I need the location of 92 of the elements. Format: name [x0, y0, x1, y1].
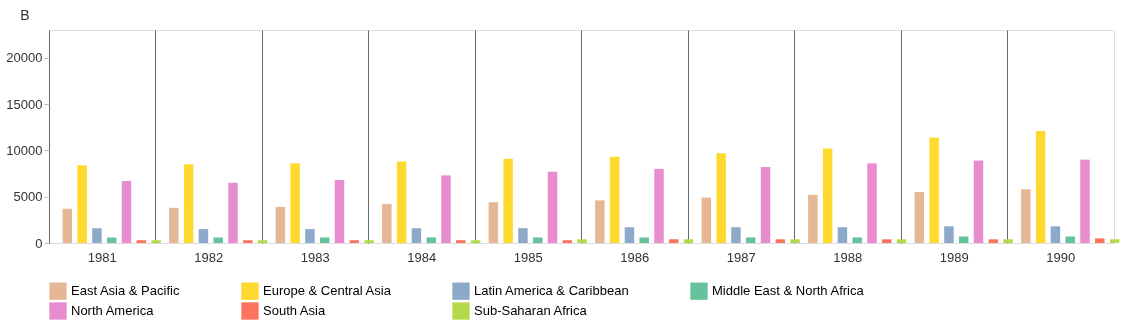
bar — [334, 180, 345, 243]
x-tick-label: 1983 — [300, 249, 330, 265]
bar — [973, 160, 984, 243]
bar — [518, 228, 528, 243]
bar — [77, 165, 87, 243]
bar — [470, 240, 481, 243]
bar — [1080, 159, 1090, 243]
bar — [547, 171, 558, 243]
bar — [745, 237, 756, 243]
bar — [275, 206, 286, 243]
bar — [136, 240, 147, 243]
bar — [562, 240, 573, 243]
y-tick-label: 0 — [35, 235, 43, 251]
y-tick-label: 5000 — [13, 189, 43, 205]
legend-label: Europe & Central Asia — [263, 283, 392, 299]
bar — [822, 148, 833, 243]
x-tick-label: 1987 — [726, 249, 756, 265]
bar — [1065, 236, 1075, 243]
bar — [243, 240, 253, 243]
y-axis-title: B — [20, 6, 30, 23]
bar — [760, 167, 771, 243]
bar — [290, 163, 300, 243]
legend-label: Latin America & Caribbean — [474, 283, 629, 299]
bar — [364, 240, 374, 243]
bar — [228, 182, 238, 243]
bar — [716, 153, 726, 243]
legend-label: Middle East & North Africa — [712, 283, 865, 299]
bar — [929, 137, 939, 243]
x-tick-label: 1984 — [407, 249, 437, 265]
bar — [426, 237, 436, 243]
bar — [867, 163, 877, 243]
bar — [1035, 130, 1046, 243]
bar — [609, 156, 620, 243]
bar — [624, 227, 635, 243]
legend-label: South Asia — [263, 303, 326, 318]
bar — [1021, 189, 1031, 243]
bar — [151, 240, 161, 243]
bar — [914, 192, 925, 243]
bar — [595, 200, 605, 243]
bar — [382, 204, 392, 243]
x-tick-label: 1985 — [513, 249, 543, 265]
legend-label: East Asia & Pacific — [71, 283, 180, 299]
bar — [441, 175, 451, 243]
bar — [62, 208, 73, 243]
bar — [319, 237, 330, 243]
bar — [1109, 239, 1120, 243]
bar — [701, 197, 712, 243]
bar — [349, 240, 360, 243]
bar — [257, 240, 268, 243]
y-tick-label: 15000 — [6, 96, 43, 112]
bar — [169, 207, 179, 243]
bar — [654, 168, 664, 243]
y-tick-label: 20000 — [6, 50, 43, 66]
bar — [92, 228, 102, 243]
bar — [1095, 238, 1105, 243]
bar — [896, 239, 907, 243]
bar — [488, 202, 499, 243]
bar — [106, 237, 117, 243]
bar — [1050, 226, 1061, 243]
bar — [503, 158, 513, 243]
x-tick-label: 1988 — [833, 249, 863, 265]
legend-label: North America — [71, 303, 155, 318]
bar — [411, 228, 422, 243]
bar — [213, 237, 223, 243]
x-tick-label: 1989 — [939, 249, 969, 265]
bar — [305, 229, 315, 243]
x-tick-label: 1982 — [194, 249, 224, 265]
bar — [198, 229, 209, 243]
bar — [852, 237, 862, 243]
bar — [183, 164, 194, 243]
bar — [1003, 239, 1013, 243]
bar — [775, 239, 786, 243]
bar — [532, 237, 543, 243]
bar — [731, 227, 741, 243]
bar — [669, 239, 679, 243]
bar — [988, 239, 999, 243]
x-tick-label: 1990 — [1046, 249, 1076, 265]
bar — [837, 227, 848, 243]
bar — [790, 239, 800, 243]
bar — [944, 226, 954, 243]
bar — [683, 239, 694, 243]
y-tick-label: 10000 — [6, 142, 43, 158]
bar — [882, 239, 892, 243]
bar — [396, 161, 407, 243]
x-tick-label: 1981 — [87, 249, 117, 265]
bar — [808, 194, 818, 243]
bar — [456, 240, 466, 243]
bar — [577, 239, 587, 243]
legend-label: Sub-Saharan Africa — [474, 303, 588, 318]
bar — [121, 180, 132, 243]
x-tick-label: 1986 — [620, 249, 650, 265]
bar — [639, 237, 649, 243]
